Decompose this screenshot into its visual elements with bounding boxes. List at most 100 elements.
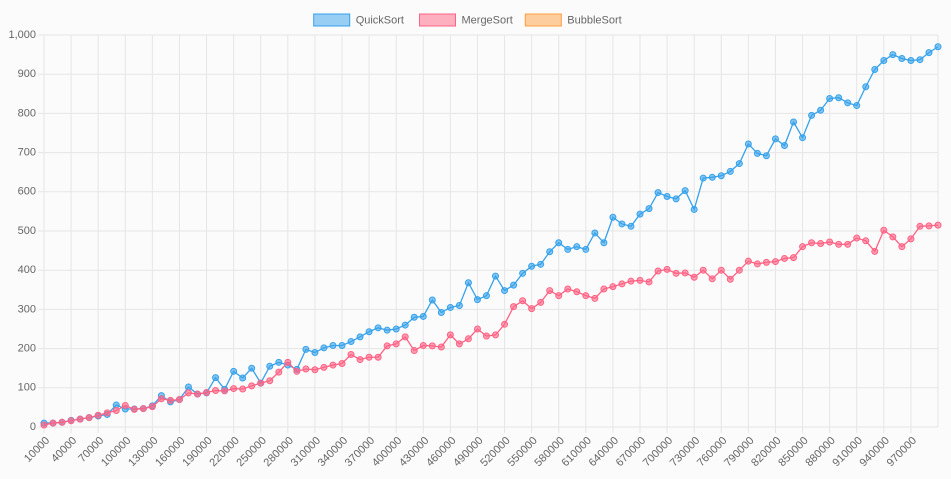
data-point <box>492 272 500 280</box>
data-point <box>446 331 454 339</box>
data-point <box>537 298 545 306</box>
data-point <box>862 83 870 91</box>
data-point <box>383 342 391 350</box>
data-point <box>916 56 924 64</box>
data-point <box>58 418 66 426</box>
data-point <box>112 407 120 415</box>
data-point <box>753 149 761 157</box>
legend-label: QuickSort <box>356 14 404 26</box>
data-point <box>356 333 364 341</box>
legend-label: BubbleSort <box>567 14 621 26</box>
data-point <box>311 366 319 374</box>
data-point <box>681 269 689 277</box>
data-point <box>663 193 671 201</box>
y-tick-label: 100 <box>18 382 36 394</box>
data-point <box>564 245 572 253</box>
data-point <box>464 279 472 287</box>
data-point <box>699 266 707 274</box>
x-tick-label: 10000 <box>22 435 52 465</box>
y-tick-label: 900 <box>18 68 36 80</box>
data-point <box>473 325 481 333</box>
data-point <box>356 356 364 364</box>
data-point <box>510 303 518 311</box>
y-tick-label: 200 <box>18 343 36 355</box>
data-point <box>817 240 825 248</box>
data-point <box>835 94 843 102</box>
data-point <box>428 342 436 350</box>
data-point <box>555 292 563 300</box>
data-point <box>383 326 391 334</box>
data-point <box>681 187 689 195</box>
data-point <box>735 160 743 168</box>
data-point <box>618 280 626 288</box>
legend-swatch <box>313 13 351 27</box>
series-line <box>43 224 939 426</box>
data-point <box>663 265 671 273</box>
data-point <box>835 240 843 248</box>
data-point <box>925 49 933 57</box>
data-point <box>293 367 301 375</box>
data-point <box>492 331 500 339</box>
data-point <box>573 288 581 296</box>
data-point <box>284 358 292 366</box>
data-point <box>455 301 463 309</box>
data-point <box>645 278 653 286</box>
data-point <box>880 56 888 64</box>
data-point <box>121 401 129 409</box>
data-point <box>582 245 590 253</box>
data-point <box>744 257 752 265</box>
data-point <box>726 275 734 283</box>
data-point <box>184 383 192 391</box>
data-point <box>194 390 202 398</box>
data-point <box>546 248 554 256</box>
data-point <box>184 389 192 397</box>
legend-label: MergeSort <box>462 14 513 26</box>
data-point <box>401 321 409 329</box>
data-point <box>230 367 238 375</box>
data-point <box>320 363 328 371</box>
data-point <box>248 382 256 390</box>
data-point <box>221 387 229 395</box>
data-point <box>537 260 545 268</box>
data-point <box>40 421 48 429</box>
data-point <box>455 340 463 348</box>
data-point <box>419 312 427 320</box>
data-point <box>239 374 247 382</box>
data-point <box>203 389 211 397</box>
data-point <box>799 243 807 251</box>
data-point <box>410 347 418 355</box>
data-point <box>212 387 220 395</box>
data-point <box>175 396 183 404</box>
data-point <box>85 414 93 422</box>
data-point <box>419 341 427 349</box>
data-point <box>934 221 942 229</box>
data-point <box>880 226 888 234</box>
data-point <box>862 237 870 245</box>
data-point <box>302 345 310 353</box>
data-point <box>844 240 852 248</box>
data-point <box>591 294 599 302</box>
data-point <box>239 385 247 393</box>
data-point <box>672 195 680 203</box>
data-point <box>573 243 581 251</box>
data-point <box>374 324 382 332</box>
data-point <box>347 350 355 358</box>
data-point <box>645 205 653 213</box>
data-point <box>519 269 527 277</box>
data-point <box>753 260 761 268</box>
data-point <box>157 395 165 403</box>
data-point <box>230 385 238 393</box>
data-point <box>826 238 834 246</box>
legend-swatch <box>419 13 456 27</box>
data-point <box>528 305 536 313</box>
data-point <box>555 239 563 247</box>
data-point <box>501 287 509 295</box>
data-point <box>690 205 698 213</box>
data-point <box>627 222 635 230</box>
data-point <box>49 419 57 427</box>
y-tick-label: 300 <box>18 303 36 315</box>
data-point <box>627 277 635 285</box>
data-point <box>844 99 852 107</box>
data-point <box>148 403 156 411</box>
data-point <box>329 341 337 349</box>
